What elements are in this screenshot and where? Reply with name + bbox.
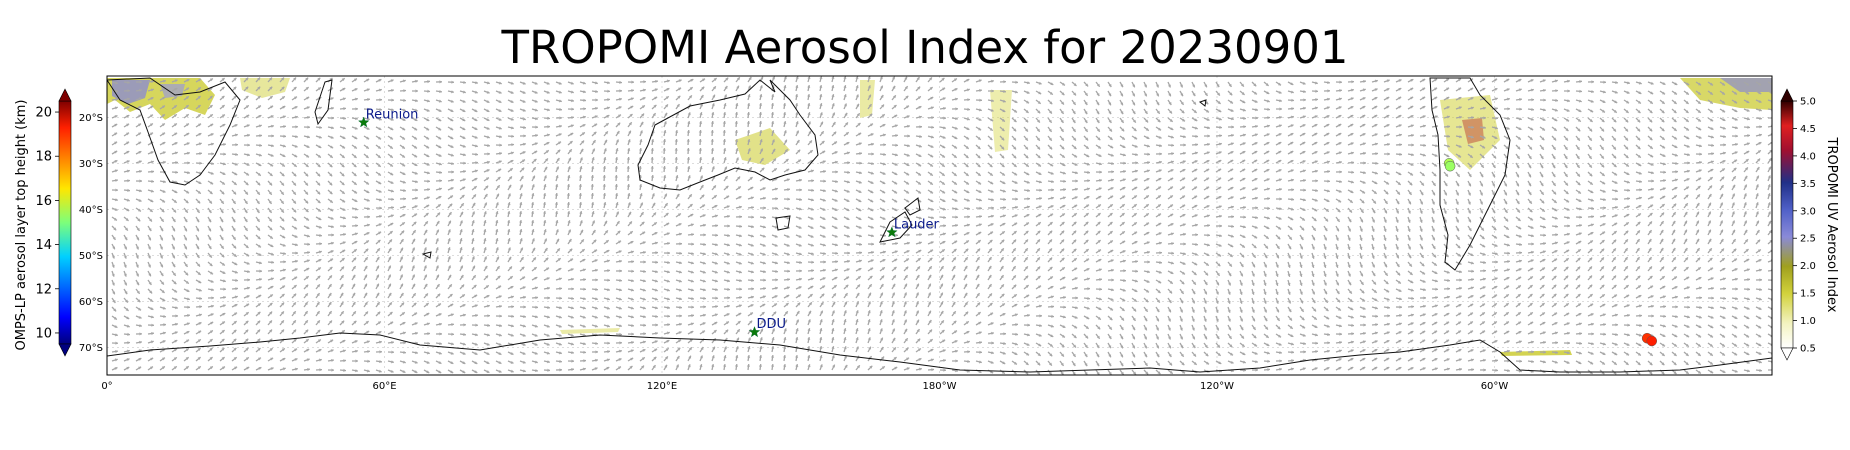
ai-colorbar-tick: 2.0	[1800, 261, 1816, 272]
station-label: Lauder	[894, 217, 940, 232]
omps-colorbar-extend-min	[58, 343, 72, 357]
lon-tick-label: 60°W	[1481, 381, 1509, 392]
lat-tick-label: 20°S	[79, 113, 103, 124]
map-area: Reunion Lauder DDU 20°S 30°S 40°S 50°S 60°S 70°…	[79, 75, 1773, 392]
omps-point	[1646, 335, 1657, 347]
ai-colorbar-tick: 1.5	[1800, 289, 1816, 300]
coastlines	[107, 77, 1772, 373]
aerosol-index-colorbar: 0.5 1.0 1.5 2.0 2.5 3.0 3.5 4.0 4.5 5.0 TROPOMI U…	[1780, 88, 1839, 361]
omps-colorbar-tick: 20	[35, 106, 52, 121]
omps-colorbar-bar	[58, 100, 72, 345]
ai-colorbar-extend-min	[1780, 347, 1794, 361]
ai-colorbar-tick: 0.5	[1800, 344, 1816, 355]
ai-colorbar-tick: 4.5	[1800, 124, 1816, 135]
ai-colorbar-tick: 3.0	[1800, 206, 1816, 217]
stations: Reunion Lauder DDU	[357, 107, 940, 338]
lon-tick-label: 120°W	[1200, 381, 1234, 392]
ai-colorbar-label: TROPOMI UV Aerosol Index	[1824, 137, 1839, 313]
ai-colorbar-tick: 4.0	[1800, 151, 1816, 162]
longitude-labels: 0° 60°E 120°E 180°W 120°W 60°W	[101, 381, 1508, 392]
lat-tick-label: 60°S	[79, 297, 103, 308]
omps-points	[1443, 158, 1657, 347]
ai-colorbar-extend-max	[1780, 88, 1794, 102]
ai-colorbar-tick: 2.5	[1800, 234, 1816, 245]
omps-height-colorbar: 10 12 14 16 18 20 OMPS-LP aerosol layer top h…	[14, 88, 72, 357]
station-marker	[748, 326, 761, 338]
ai-colorbar-bar	[1780, 100, 1794, 349]
lat-tick-label: 70°S	[79, 343, 103, 354]
omps-colorbar-extend-max	[58, 88, 72, 102]
lon-tick-label: 120°E	[647, 381, 677, 392]
lon-tick-label: 180°W	[923, 381, 957, 392]
station-label: Reunion	[366, 107, 419, 122]
omps-colorbar-tick: 14	[35, 238, 52, 253]
latitude-labels: 20°S 30°S 40°S 50°S 60°S 70°S	[79, 113, 103, 354]
lon-tick-label: 60°E	[372, 381, 396, 392]
lat-tick-label: 50°S	[79, 251, 103, 262]
ai-colorbar-tick: 3.5	[1800, 179, 1816, 190]
omps-colorbar-tick: 18	[35, 150, 52, 165]
ai-colorbar-tick: 5.0	[1800, 97, 1816, 108]
station-label: DDU	[757, 317, 787, 332]
omps-colorbar-tick: 10	[35, 326, 52, 341]
omps-colorbar-tick: 12	[35, 282, 52, 297]
map-frame	[106, 75, 1773, 376]
lat-tick-label: 30°S	[79, 159, 103, 170]
omps-colorbar-label: OMPS-LP aerosol layer top height (km)	[14, 100, 29, 351]
wind-vector-field	[111, 76, 1772, 375]
ai-colorbar-tick: 1.0	[1800, 316, 1816, 327]
station-marker	[357, 116, 370, 128]
lat-tick-label: 40°S	[79, 205, 103, 216]
omps-colorbar-tick: 16	[35, 194, 52, 209]
omps-point	[1444, 160, 1456, 172]
map-title: TROPOMI Aerosol Index for 20230901	[501, 21, 1349, 74]
lon-tick-label: 0°	[101, 381, 112, 392]
station-marker	[886, 226, 898, 238]
